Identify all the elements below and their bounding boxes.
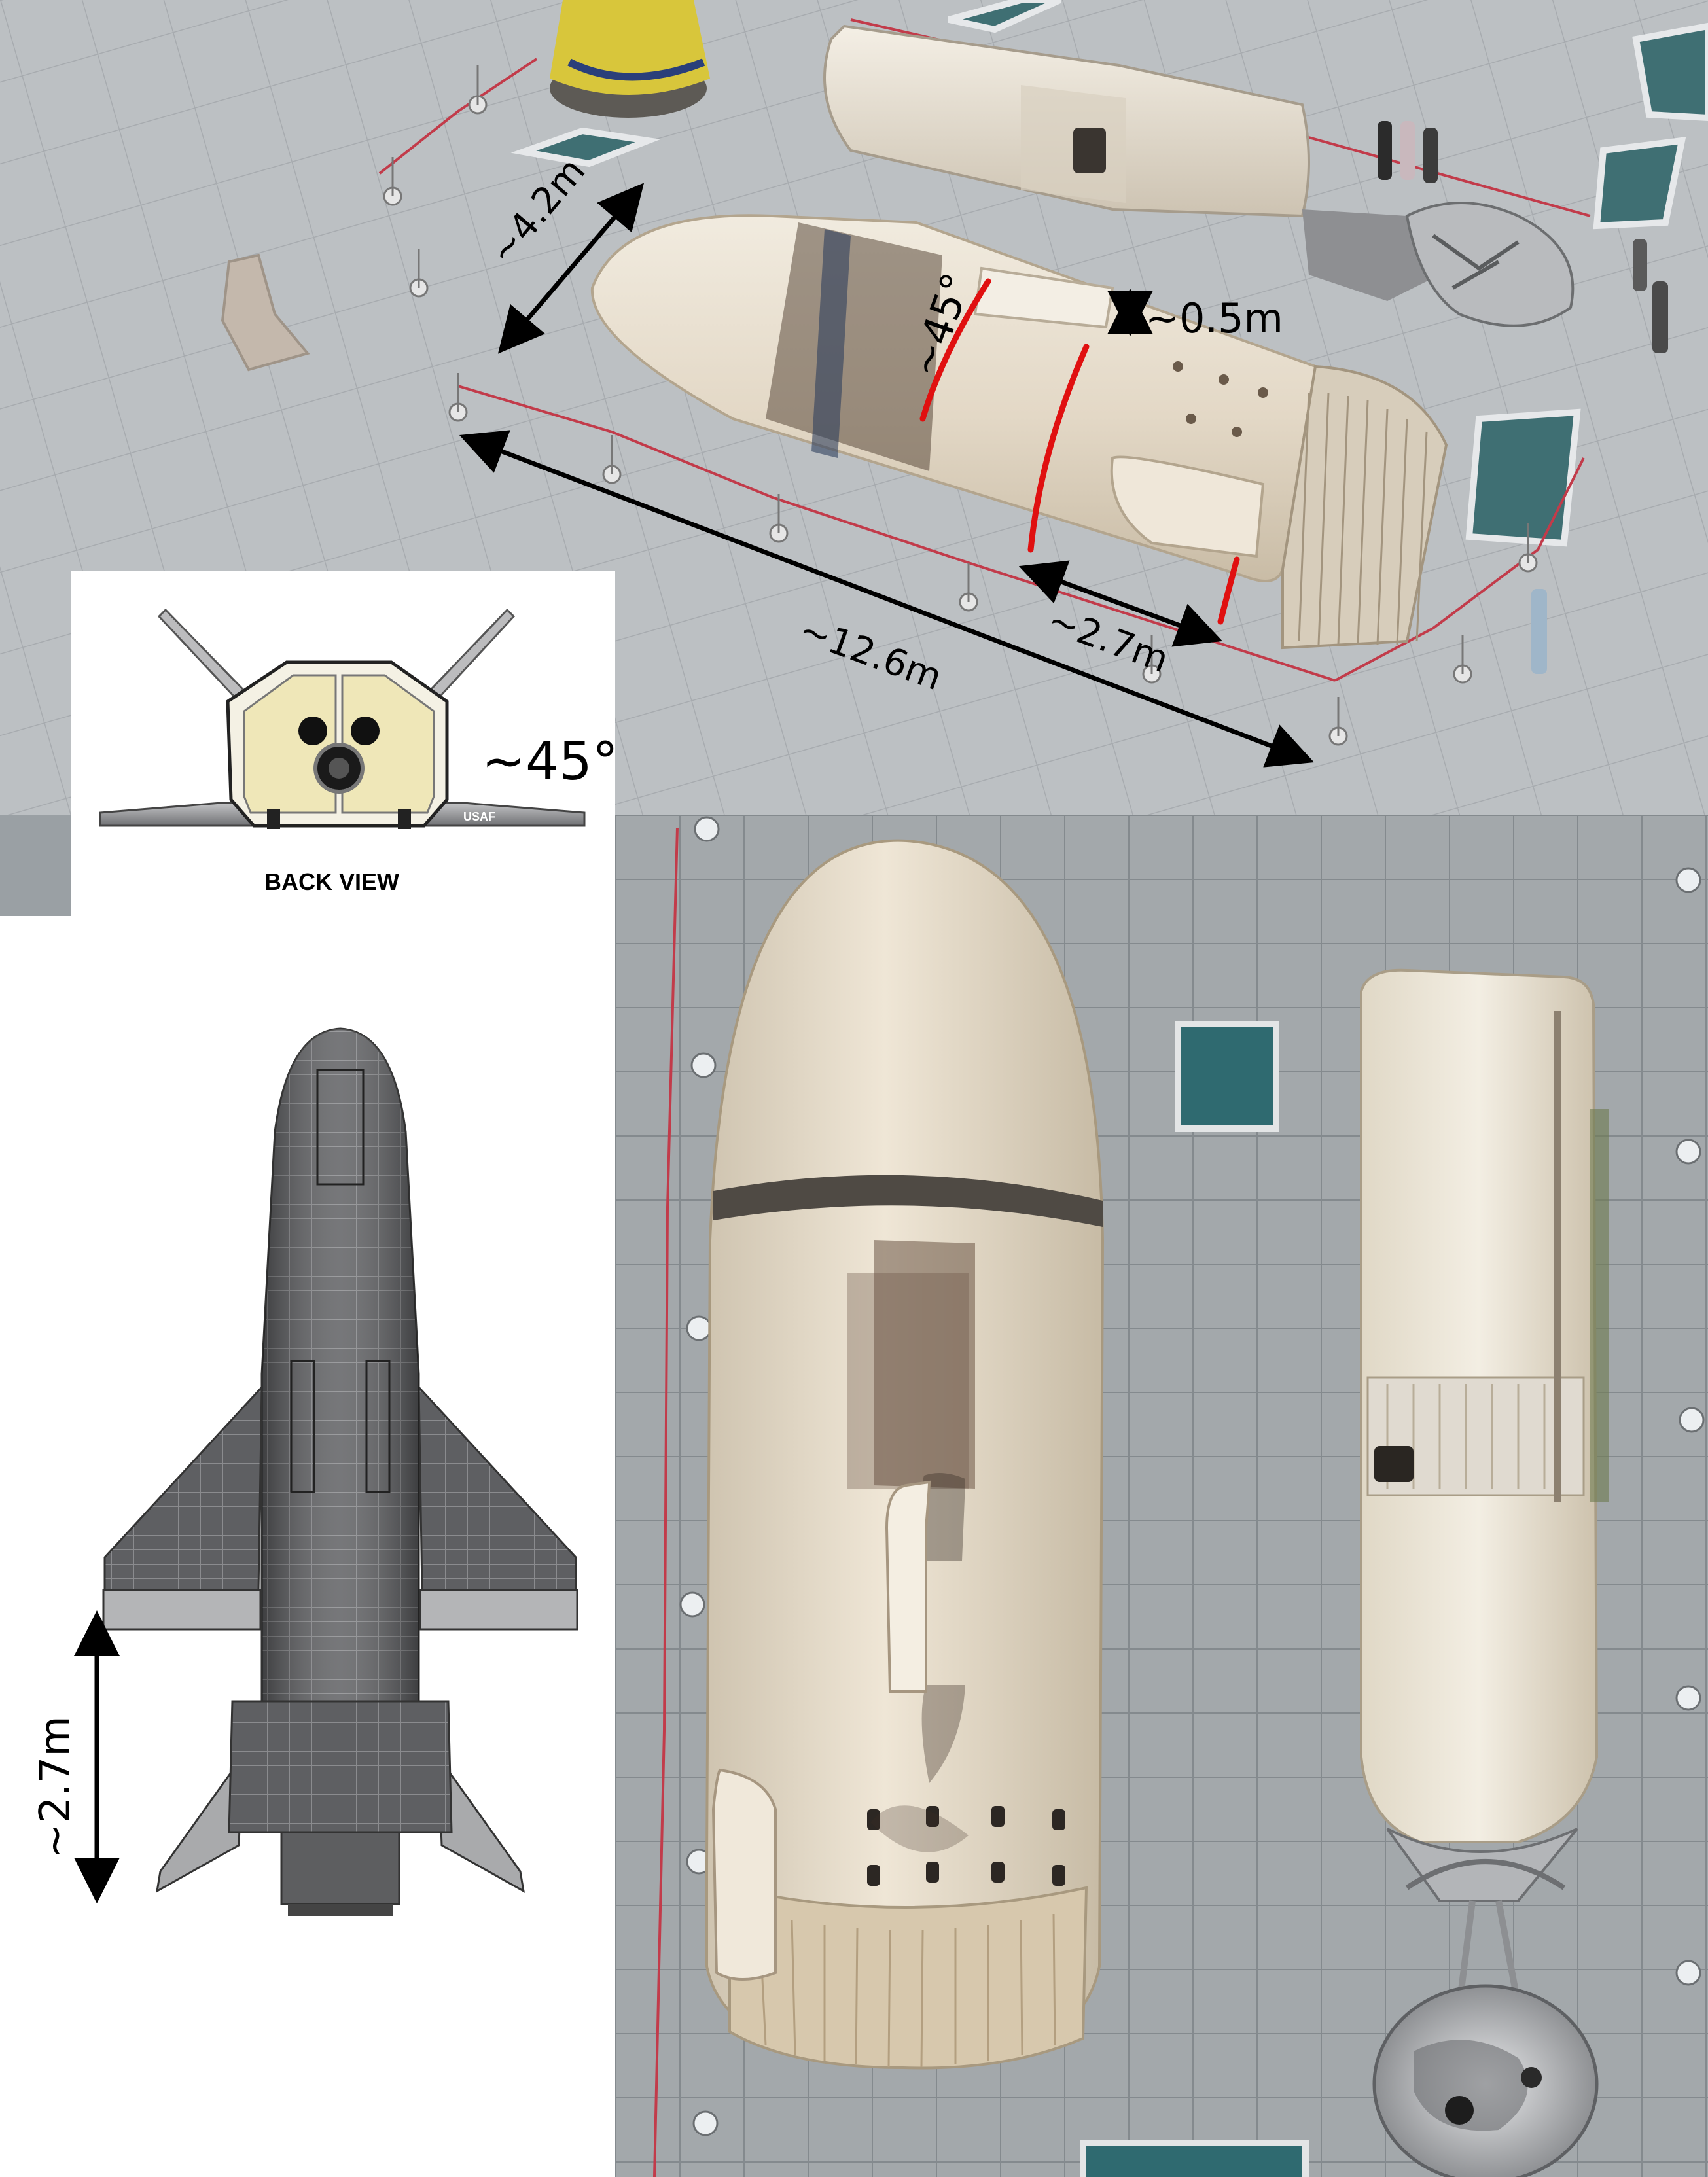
oblique-photo — [0, 0, 1708, 815]
back-view-title: BACK VIEW — [264, 868, 399, 895]
height-label: ~0.5m — [1145, 294, 1283, 342]
diagram-length-label: ~2.7m — [31, 1716, 80, 1858]
overhead-photo — [615, 815, 1708, 2177]
inset-margin — [0, 815, 71, 916]
upper-stage — [823, 24, 1575, 327]
people — [1378, 121, 1668, 674]
upper-stage-overhead — [1360, 968, 1609, 2177]
back-view-inset: USAF ~45° BACK VIEW — [71, 571, 615, 916]
yellow-capsule — [550, 0, 710, 118]
top-view-diagram: ~2.7m — [0, 916, 615, 2177]
wing-marking: USAF — [463, 810, 495, 823]
spaceplane-underside — [102, 1027, 578, 1916]
back-view-angle: ~45° — [482, 731, 615, 792]
dimension-arrows — [459, 183, 1315, 768]
skylight — [510, 0, 1708, 547]
fairing-overhead — [705, 839, 1105, 2070]
monument — [221, 253, 310, 372]
